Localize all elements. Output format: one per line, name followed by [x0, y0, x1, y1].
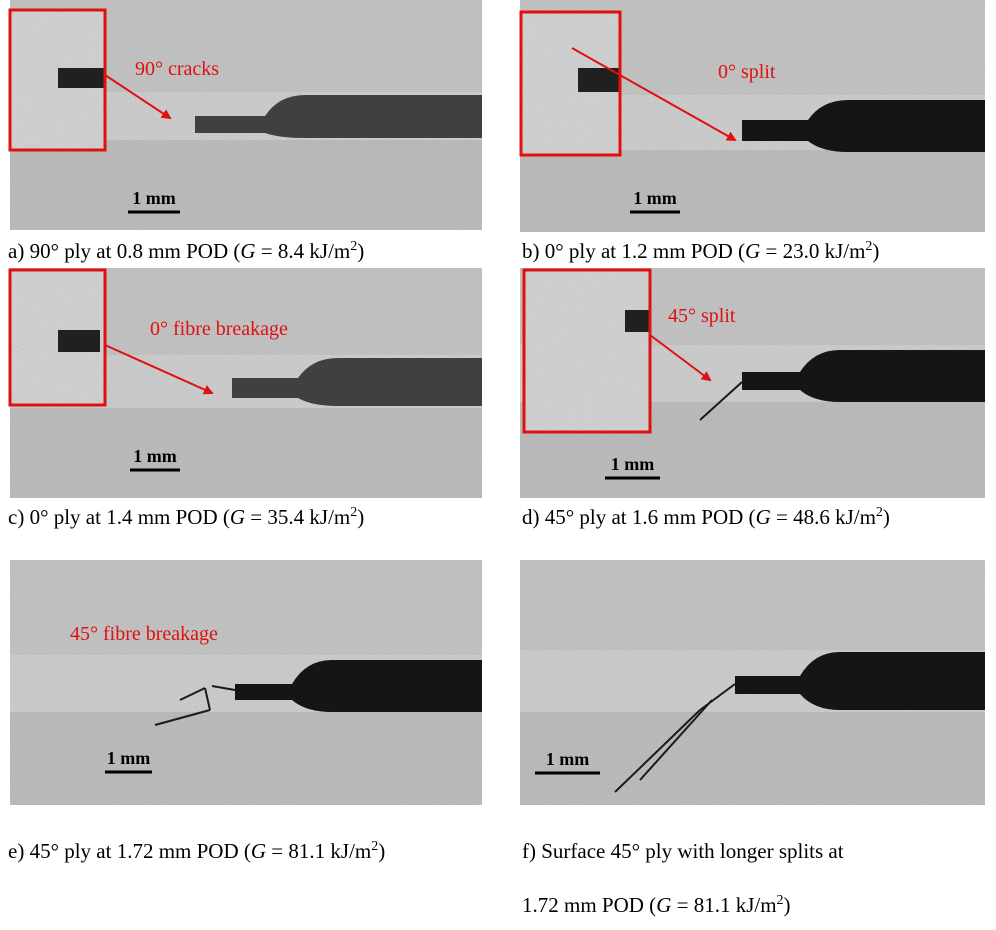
caption-text: d) 45° ply at 1.6 mm POD (	[522, 505, 756, 529]
caption-text: )	[883, 505, 890, 529]
caption-text: = 81.1 kJ/m	[266, 839, 371, 863]
caption-superscript: 2	[865, 239, 872, 254]
caption-text: )	[378, 839, 385, 863]
caption: 1.72 mm POD (G = 81.1 kJ/m2)	[522, 893, 791, 917]
caption: b) 0° ply at 1.2 mm POD (G = 23.0 kJ/m2)	[522, 239, 879, 263]
panel: 90° cracks 1 mm a) 90° ply at 0.8 mm POD (…	[8, 0, 482, 263]
caption: d) 45° ply at 1.6 mm POD (G = 48.6 kJ/m2…	[522, 505, 890, 529]
caption-text: c) 0° ply at 1.4 mm POD (	[8, 505, 230, 529]
caption-text: 1.72 mm POD (	[522, 893, 656, 917]
annotation: 0° split	[718, 61, 776, 83]
scale-bar-label: 1 mm	[633, 188, 677, 208]
scale-bar-label: 1 mm	[546, 749, 590, 769]
caption-text: = 23.0 kJ/m	[760, 239, 865, 263]
caption-superscript: 2	[350, 239, 357, 254]
caption: f) Surface 45° ply with longer splits at	[522, 839, 844, 863]
caption-text: e) 45° ply at 1.72 mm POD (	[8, 839, 251, 863]
inset-crack	[625, 310, 650, 332]
caption: e) 45° ply at 1.72 mm POD (G = 81.1 kJ/m…	[8, 839, 385, 863]
caption-text: = 35.4 kJ/m	[245, 505, 350, 529]
caption-superscript: 2	[350, 505, 357, 520]
caption-variable: G	[230, 505, 245, 529]
caption-variable: G	[745, 239, 760, 263]
panel: 0° split 1 mm b) 0° ply at 1.2 mm POD (G =…	[520, 0, 985, 263]
caption-variable: G	[251, 839, 266, 863]
caption-text: )	[784, 893, 791, 917]
panel: 45° fibre breakage 1 mm e) 45° ply at 1.72…	[8, 560, 482, 863]
caption-text: )	[357, 505, 364, 529]
annotation: 45° fibre breakage	[70, 623, 218, 645]
figure: 90° cracks 1 mm a) 90° ply at 0.8 mm POD (…	[0, 0, 996, 930]
inset-noise	[524, 270, 650, 432]
caption-variable: G	[756, 505, 771, 529]
scale-bar-label: 1 mm	[611, 454, 655, 474]
caption-superscript: 2	[777, 893, 784, 908]
caption-text: = 8.4 kJ/m	[256, 239, 351, 263]
annotation: 45° split	[668, 305, 736, 327]
annotation: 90° cracks	[135, 58, 219, 80]
caption-text: = 48.6 kJ/m	[771, 505, 876, 529]
annotation: 0° fibre breakage	[150, 318, 288, 340]
caption-text: )	[872, 239, 879, 263]
caption-superscript: 2	[876, 505, 883, 520]
inset-crack	[58, 68, 105, 88]
scale-bar-label: 1 mm	[107, 748, 151, 768]
caption-variable: G	[656, 893, 671, 917]
caption: a) 90° ply at 0.8 mm POD (G = 8.4 kJ/m2)	[8, 239, 364, 263]
caption-text: )	[357, 239, 364, 263]
inset-crack	[58, 330, 100, 352]
panel: 0° fibre breakage 1 mm c) 0° ply at 1.4 mm…	[8, 268, 482, 529]
panel: 1 mm f) Surface 45° ply with longer split…	[520, 560, 985, 917]
caption-text: b) 0° ply at 1.2 mm POD (	[522, 239, 745, 263]
caption-variable: G	[240, 239, 255, 263]
caption-text: = 81.1 kJ/m	[671, 893, 776, 917]
scale-bar-label: 1 mm	[132, 188, 176, 208]
scale-bar-label: 1 mm	[133, 446, 177, 466]
caption-text: a) 90° ply at 0.8 mm POD (	[8, 239, 240, 263]
caption: c) 0° ply at 1.4 mm POD (G = 35.4 kJ/m2)	[8, 505, 364, 529]
panel: 45° split 1 mm d) 45° ply at 1.6 mm POD (G…	[520, 268, 985, 529]
caption-superscript: 2	[371, 839, 378, 854]
